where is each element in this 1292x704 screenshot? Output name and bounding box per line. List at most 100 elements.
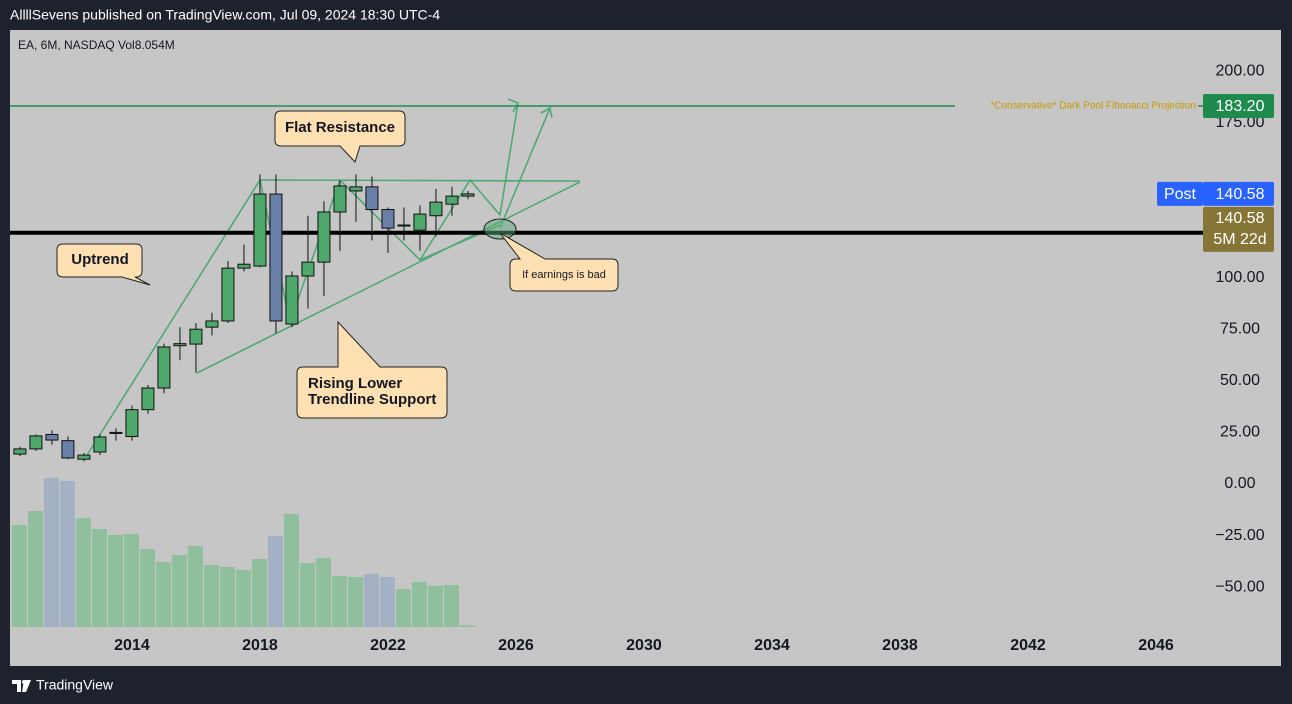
- callout: [56, 243, 151, 286]
- y-tick-label: 175.00: [1216, 114, 1265, 131]
- x-tick-label: 2026: [498, 637, 534, 654]
- x-tick-label: 2014: [114, 637, 150, 654]
- level-tag-label: 183.20: [1216, 98, 1265, 115]
- axes: 200.00 175.00 100.00 75.00 50.00 25.00 0.00 −25…: [114, 62, 1265, 654]
- callout: [296, 320, 448, 419]
- volume-bar: [43, 478, 59, 627]
- highlight-ellipse: [483, 218, 517, 240]
- x-tick-label: 2042: [1010, 637, 1046, 654]
- volume-bar: [139, 549, 155, 627]
- x-tick-label: 2030: [626, 637, 662, 654]
- y-tick-label: 200.00: [1216, 62, 1265, 79]
- logo-icon: [22, 680, 26, 684]
- arrow-head: [507, 98, 520, 113]
- countdown-time: 5M 22d: [1213, 231, 1266, 248]
- candle-body: [269, 193, 283, 322]
- volume-bar: [315, 558, 331, 627]
- level-text: *Conservative* Dark Pool Fibonacci Proje…: [990, 101, 1196, 112]
- x-tick-label: 2038: [882, 637, 918, 654]
- candle-body: [93, 436, 107, 453]
- volume-bar: [395, 589, 411, 627]
- volume-bar: [11, 525, 27, 627]
- candle-body: [429, 201, 443, 217]
- candle-body: [221, 267, 235, 322]
- candle-body: [381, 209, 395, 229]
- tradingview-logo: [12, 680, 31, 692]
- candle-body: [253, 193, 267, 267]
- arrow-head: [540, 106, 553, 119]
- candle-body: [45, 433, 59, 441]
- volume-bar: [75, 518, 91, 627]
- volume-bar: [459, 625, 475, 627]
- annotation-text: Rising Lower: [308, 375, 402, 392]
- volume-bar: [235, 570, 251, 627]
- volume-bar: [155, 562, 171, 627]
- trendline: [196, 181, 581, 374]
- candle-body: [413, 213, 427, 231]
- candle-body: [205, 320, 219, 328]
- y-tick-label: 25.00: [1220, 424, 1260, 441]
- y-tick-label: 100.00: [1216, 269, 1265, 286]
- candle-body: [109, 431, 123, 434]
- volume-bar: [379, 577, 395, 627]
- candle-body: [365, 186, 379, 211]
- horizontal-lines: *Conservative* Dark Pool Fibonacci Proje…: [10, 101, 1203, 235]
- volume-bar: [59, 481, 75, 627]
- y-tick-label: 50.00: [1220, 372, 1260, 389]
- candle-body: [157, 346, 171, 389]
- callout: [499, 232, 619, 292]
- annotations: Flat Resistance Uptrend Rising Lower Tre…: [56, 110, 619, 419]
- trendline: [499, 107, 551, 229]
- y-tick-label: −50.00: [1215, 578, 1264, 595]
- volume-bar: [27, 511, 43, 627]
- annotation-text: Trendline Support: [308, 391, 436, 408]
- volume-bar: [171, 555, 187, 627]
- candle-body: [13, 448, 27, 455]
- candle-body: [189, 328, 203, 345]
- y-tick-label: −25.00: [1215, 527, 1264, 544]
- x-tick-label: 2022: [370, 637, 406, 654]
- callout: [274, 110, 406, 163]
- candle-body: [349, 186, 363, 192]
- x-tick-label: 2046: [1138, 637, 1174, 654]
- candle-body: [237, 263, 251, 269]
- price-tag-label: 140.58: [1216, 186, 1265, 203]
- volume-bar: [251, 559, 267, 627]
- candle-body: [173, 343, 187, 347]
- logo-icon: [12, 680, 31, 692]
- volume-bar: [203, 565, 219, 627]
- volume-bar: [283, 514, 299, 627]
- candle-body: [461, 193, 475, 197]
- volume-bar: [187, 546, 203, 627]
- volume-pane: [11, 478, 475, 627]
- volume-bar: [347, 577, 363, 627]
- post-tag-label: Post: [1164, 186, 1197, 203]
- symbol-legend: EA, 6M, NASDAQ Vol8.054M: [18, 38, 175, 52]
- x-tick-label: 2018: [242, 637, 278, 654]
- price-tag: [1203, 181, 1274, 206]
- volume-bar: [443, 585, 459, 627]
- x-tick-label: 2034: [754, 637, 790, 654]
- header: AllllSevens published on TradingView.com…: [10, 7, 440, 23]
- candle-body: [125, 409, 139, 438]
- volume-bar: [363, 574, 379, 627]
- candle-body: [301, 261, 315, 277]
- level-tag: [1203, 93, 1274, 118]
- annotation-text: Uptrend: [71, 251, 129, 268]
- volume-bar: [123, 534, 139, 627]
- candle-body: [397, 224, 411, 227]
- countdown-tag: [1203, 206, 1274, 252]
- post-tag: [1157, 181, 1203, 206]
- volume-bar: [411, 582, 427, 627]
- footer: TradingView: [36, 677, 114, 693]
- candle-body: [77, 454, 91, 460]
- volume-bar: [107, 535, 123, 627]
- volume-bar: [267, 536, 283, 627]
- annotation-text: If earnings is bad: [522, 269, 606, 281]
- candle-body: [61, 440, 75, 459]
- volume-bar: [427, 586, 443, 627]
- countdown-price: 140.58: [1216, 210, 1265, 227]
